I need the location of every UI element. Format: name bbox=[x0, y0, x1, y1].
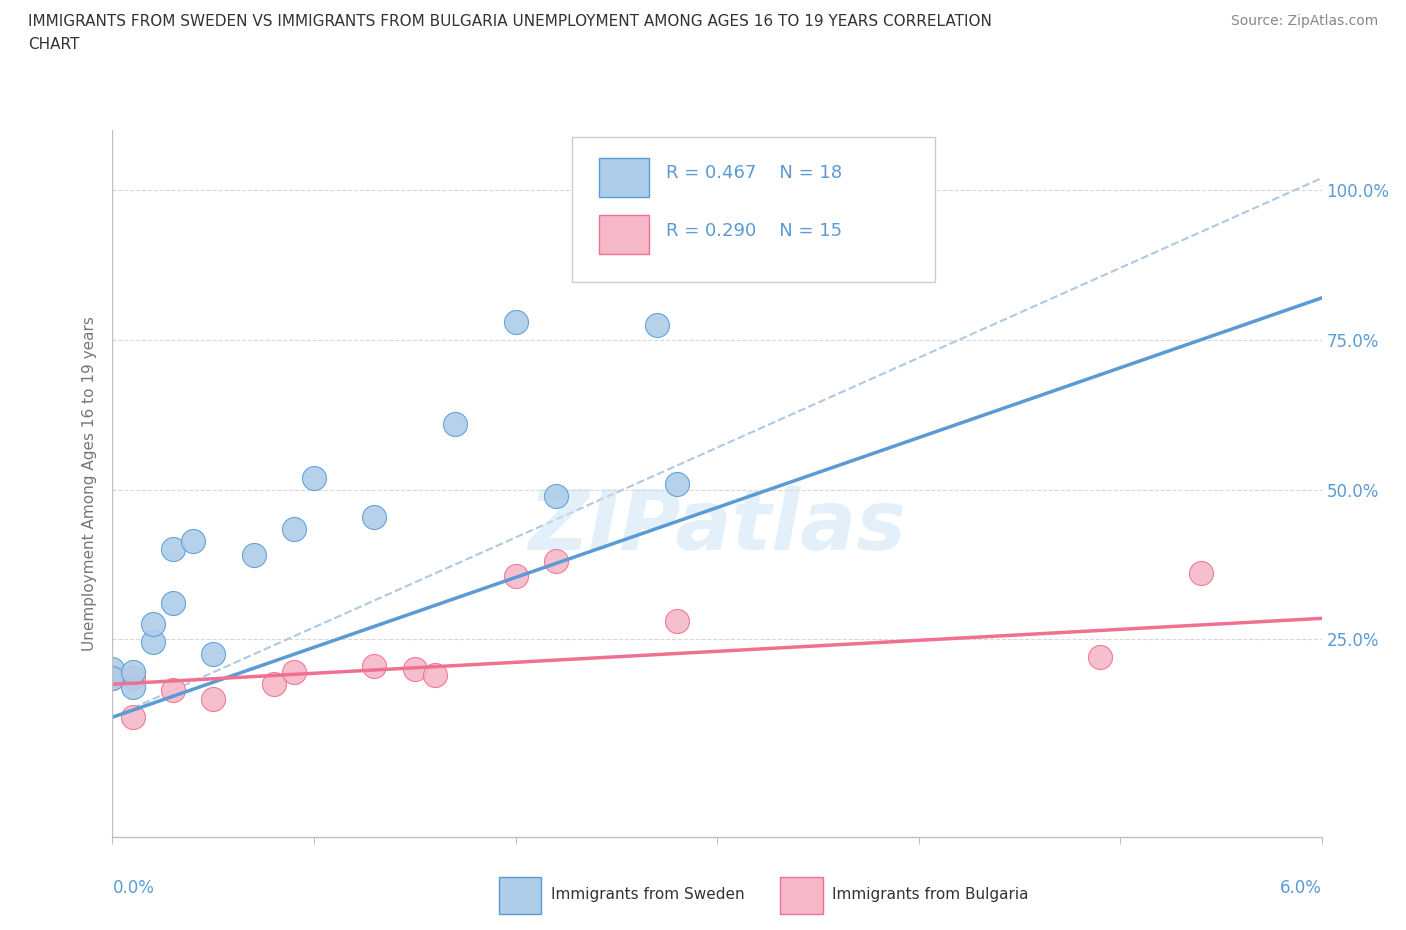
Point bbox=[363, 658, 385, 673]
Point bbox=[101, 671, 124, 685]
FancyBboxPatch shape bbox=[599, 215, 650, 254]
Point bbox=[142, 635, 165, 650]
Point bbox=[181, 533, 204, 548]
Point bbox=[202, 647, 225, 662]
Point bbox=[101, 662, 124, 677]
Point bbox=[162, 542, 184, 557]
Point bbox=[162, 596, 184, 611]
Point bbox=[121, 680, 143, 695]
Point bbox=[645, 317, 668, 332]
Point bbox=[302, 471, 325, 485]
Point bbox=[505, 569, 527, 584]
FancyBboxPatch shape bbox=[599, 158, 650, 197]
Point bbox=[202, 692, 225, 707]
Text: ZIPatlas: ZIPatlas bbox=[529, 485, 905, 566]
Point bbox=[101, 671, 124, 685]
Point bbox=[363, 509, 385, 524]
Point bbox=[242, 548, 264, 563]
Point bbox=[121, 671, 143, 685]
Point bbox=[544, 554, 567, 569]
Text: IMMIGRANTS FROM SWEDEN VS IMMIGRANTS FROM BULGARIA UNEMPLOYMENT AMONG AGES 16 TO: IMMIGRANTS FROM SWEDEN VS IMMIGRANTS FRO… bbox=[28, 14, 993, 29]
Point bbox=[444, 417, 467, 432]
Point bbox=[505, 314, 527, 329]
Point bbox=[162, 683, 184, 698]
Text: R = 0.290    N = 15: R = 0.290 N = 15 bbox=[666, 221, 842, 240]
Point bbox=[665, 231, 688, 246]
Point bbox=[1088, 650, 1111, 665]
Point bbox=[142, 617, 165, 631]
Point bbox=[283, 521, 305, 536]
Point bbox=[665, 476, 688, 491]
Text: 6.0%: 6.0% bbox=[1279, 880, 1322, 897]
Point bbox=[404, 662, 426, 677]
Text: 0.0%: 0.0% bbox=[112, 880, 155, 897]
Text: R = 0.467    N = 18: R = 0.467 N = 18 bbox=[666, 164, 842, 181]
Point bbox=[665, 614, 688, 629]
Point bbox=[121, 710, 143, 724]
Y-axis label: Unemployment Among Ages 16 to 19 years: Unemployment Among Ages 16 to 19 years bbox=[82, 316, 97, 651]
Point bbox=[263, 677, 285, 692]
Point bbox=[283, 665, 305, 680]
Point bbox=[121, 665, 143, 680]
Text: Immigrants from Sweden: Immigrants from Sweden bbox=[551, 887, 745, 902]
Point bbox=[423, 668, 446, 683]
Text: Source: ZipAtlas.com: Source: ZipAtlas.com bbox=[1230, 14, 1378, 28]
Point bbox=[544, 488, 567, 503]
FancyBboxPatch shape bbox=[572, 138, 935, 282]
Text: Immigrants from Bulgaria: Immigrants from Bulgaria bbox=[832, 887, 1029, 902]
Point bbox=[1189, 566, 1212, 581]
Text: CHART: CHART bbox=[28, 37, 80, 52]
